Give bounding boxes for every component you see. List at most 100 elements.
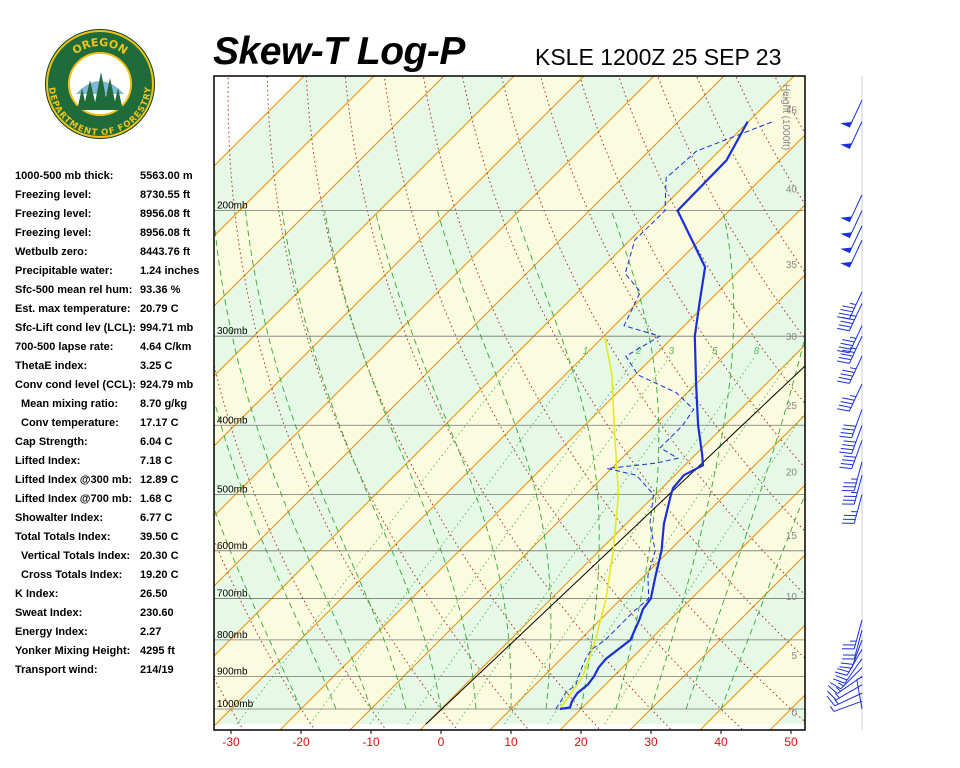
wind-barb [834,649,863,676]
stat-label: Freezing level: [15,208,92,220]
isotherm-line [214,76,375,237]
height-tick-label: 20 [786,467,798,478]
stat-value: 39.50 C [140,531,179,543]
stat-row: Sfc-500 mean rel hum: 93.36 % [15,282,220,301]
x-tick-label: -10 [362,735,380,749]
isotherm-line [214,134,805,727]
stat-value: 230.60 [140,607,174,619]
x-tick-label: -30 [222,735,240,749]
pressure-label: 1000mb [217,699,254,710]
stat-value: 20.79 C [140,303,179,315]
pressure-label: 700mb [217,589,248,600]
height-tick-label: 5 [791,651,797,662]
mixing-ratio-line [456,355,714,725]
height-tick-label: 35 [786,260,798,271]
wind-barb [839,409,863,439]
stat-label: Freezing level: [15,227,92,239]
stat-label: 1000-500 mb thick: [15,170,114,182]
stat-value: 994.71 mb [140,322,194,334]
stat-row: Total Totals Index: 39.50 C [15,529,220,548]
stat-row: Mean mixing ratio: 8.70 g/kg [15,396,220,415]
dry-adiabat-line [657,76,805,340]
stat-value: 8443.76 ft [140,246,191,258]
moist-adiabat-line [436,210,552,710]
stat-label: Lifted Index: [15,455,81,467]
wind-barb [827,675,863,694]
stat-value: 4295 ft [140,645,175,657]
wind-barb [837,335,863,364]
stat-row: Precipitable water: 1.24 inches [15,263,220,282]
dry-adiabat-line [849,0,960,739]
stat-value: 93.36 % [140,284,181,296]
stat-value: 2.27 [140,626,162,638]
stat-label: Sweat Index: [15,607,83,619]
mixing-ratio-label: 8 [754,346,760,357]
stat-row: Vertical Totals Index: 20.30 C [15,548,220,567]
stat-row: Cross Totals Index: 19.20 C [15,567,220,586]
x-tick-label: 0 [438,735,445,749]
wind-barb [837,383,863,412]
x-tick-label: 50 [784,735,798,749]
wind-barb [841,494,863,524]
stat-row: Est. max temperature: 20.79 C [15,301,220,320]
stat-label: Transport wind: [15,664,98,676]
isotherm-line [214,76,585,447]
stat-label: Conv cond level (CCL): [15,379,137,391]
stat-label: Est. max temperature: [15,303,131,315]
stat-value: 4.64 C/km [140,341,192,353]
stat-row: Sfc-Lift cond lev (LCL): 994.71 mb [15,320,220,339]
stat-label: Mean mixing ratio: [21,398,119,410]
wind-barb [840,210,863,239]
moist-adiabat-line [374,210,512,709]
height-tick-label: 45 [786,106,798,117]
isotherm-line [214,76,655,517]
stat-label: Conv temperature: [21,417,119,429]
parcel-path-line [559,336,620,710]
wind-barb [841,461,863,492]
moist-adiabat-line [514,210,600,710]
height-tick-label: 15 [786,531,798,542]
stat-label: Energy Index: [15,626,88,638]
wind-barb [840,99,863,128]
pressure-label: 900mb [217,666,248,677]
wind-barb [840,239,863,268]
pressure-label: 400mb [217,415,248,426]
stat-row: Lifted Index @300 mb: 12.89 C [15,472,220,491]
stat-value: 8956.08 ft [140,208,191,220]
isotherm-line [214,76,795,657]
sounding-indices-panel: 1000-500 mb thick: 5563.00 m Freezing leve… [15,168,220,681]
dry-adiabat-line [383,76,744,730]
wind-barb [829,667,863,690]
dry-adiabat-line [266,76,530,730]
height-tick-label: 25 [786,401,798,412]
stat-value: 5563.00 m [140,170,193,182]
stat-label: Precipitable water: [15,265,113,277]
isotherm-line [349,274,805,730]
stat-label: Sfc-Lift cond lev (LCL): [15,322,136,334]
stat-value: 1.68 C [140,493,173,505]
stat-value: 8956.08 ft [140,227,191,239]
stat-value: 6.77 C [140,512,173,524]
stat-row: Freezing level: 8730.55 ft [15,187,220,206]
mixing-ratio-line [547,355,794,725]
isotherm-line [629,554,805,730]
wind-barb [827,684,863,701]
x-tick-label: 30 [644,735,658,749]
stat-value: 924.79 mb [140,379,194,391]
stat-value: 1.24 inches [140,265,200,277]
height-tick-label: 30 [786,332,798,343]
wind-barb [840,121,863,149]
x-tick-label: -20 [292,735,310,749]
wind-barb [837,325,863,354]
stat-label: Lifted Index @300 mb: [15,474,133,486]
stat-row: Showalter Index: 6.77 C [15,510,220,529]
station-time-label: KSLE 1200Z 25 SEP 23 [535,44,782,70]
temperature-profile-line [559,121,749,711]
stat-value: 8.70 g/kg [140,398,188,410]
wind-barb [829,700,863,712]
isotherm-line [214,76,725,587]
wind-barb [839,425,863,454]
wind-barb [839,639,863,669]
stat-row: Wetbulb zero: 8443.76 ft [15,244,220,263]
stat-label: Yonker Mixing Height: [15,645,131,657]
